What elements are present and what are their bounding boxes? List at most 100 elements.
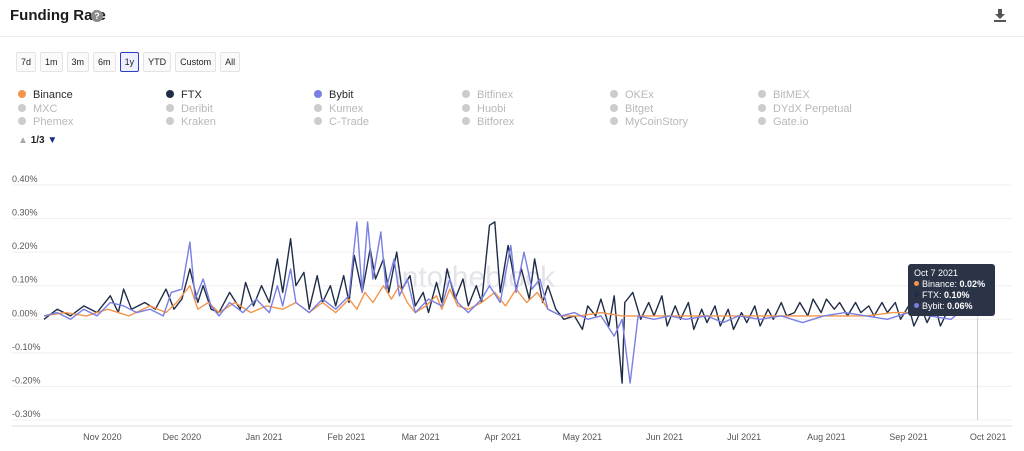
legend-dot-icon — [314, 103, 322, 112]
chart-header: Funding Rate ? — [0, 0, 1024, 37]
x-tick-label: Apr 2021 — [485, 432, 522, 442]
legend-item-phemex[interactable]: Phemex — [18, 116, 73, 129]
range-button-all[interactable]: All — [220, 52, 241, 72]
legend-label: FTX — [181, 89, 202, 101]
x-tick-label: Dec 2020 — [163, 432, 202, 442]
ftx-dot-icon — [914, 292, 919, 297]
legend-dot-icon — [166, 90, 174, 98]
x-tick-label: Mar 2021 — [402, 432, 440, 442]
legend-item-dydx-perpetual[interactable]: DYdX Perpetual — [758, 103, 852, 116]
y-tick-label: -0.30% — [12, 409, 41, 419]
y-tick-label: 0.10% — [12, 275, 38, 285]
legend-item-deribit[interactable]: Deribit — [166, 103, 213, 116]
legend-dot-icon — [758, 90, 766, 98]
legend-next-icon[interactable]: ▼ — [47, 135, 58, 146]
legend-label: C-Trade — [329, 116, 369, 128]
legend-label: Bitforex — [477, 116, 515, 128]
legend-label: BitMEX — [773, 89, 810, 101]
legend-label: MyCoinStory — [625, 116, 688, 128]
legend-dot-icon — [314, 90, 322, 98]
legend-label: Kumex — [329, 102, 364, 115]
legend-item-bitfinex[interactable]: Bitfinex — [462, 89, 513, 102]
tooltip-label: FTX: — [922, 290, 942, 300]
tooltip-row: Bybit: 0.06% — [914, 301, 989, 312]
x-tick-label: Jul 2021 — [727, 432, 761, 442]
legend-pager: ▲ 1/3 ▼ — [18, 135, 57, 146]
legend-dot-icon — [166, 103, 174, 112]
legend-item-okex[interactable]: OKEx — [610, 89, 654, 102]
legend-item-ftx[interactable]: FTX — [166, 89, 202, 102]
legend-item-binance[interactable]: Binance — [18, 89, 73, 102]
x-tick-label: Oct 2021 — [970, 432, 1007, 442]
legend-dot-icon — [18, 90, 26, 98]
bybit-dot-icon — [914, 303, 919, 308]
legend-dot-icon — [314, 117, 322, 125]
legend-label: Bitfinex — [477, 89, 514, 101]
legend-row: Phemex Kraken C-Trade Bitforex MyCoinStory Ga… — [18, 116, 1018, 130]
legend-page-indicator: 1/3 — [30, 135, 45, 146]
range-button-1m[interactable]: 1m — [40, 52, 63, 72]
legend-dot-icon — [462, 117, 470, 125]
range-button-3m[interactable]: 3m — [66, 52, 90, 72]
legend-label: Huobi — [477, 102, 506, 115]
tooltip-label: Binance: — [922, 279, 958, 289]
series-line-bybit — [43, 221, 978, 384]
legend-item-kraken[interactable]: Kraken — [166, 116, 216, 129]
legend-label: Bitget — [625, 102, 654, 115]
legend-item-c-trade[interactable]: C-Trade — [314, 116, 369, 129]
legend-row: Binance FTX Bybit Bitfinex OKEx BitMEX — [18, 89, 1018, 103]
legend-dot-icon — [166, 117, 174, 125]
page-title: Funding Rate — [10, 7, 106, 24]
legend-label: DYdX Perpetual — [773, 102, 852, 115]
tooltip-value: 0.02% — [959, 279, 986, 289]
tooltip-date: Oct 7 2021 — [914, 268, 959, 278]
tooltip-value: 0.06% — [947, 301, 973, 311]
range-button-1y[interactable]: 1y — [119, 52, 140, 72]
legend-item-bitforex[interactable]: Bitforex — [462, 116, 514, 129]
x-tick-label: Feb 2021 — [327, 432, 365, 442]
y-tick-label: -0.10% — [12, 342, 41, 352]
download-icon[interactable] — [992, 7, 1008, 23]
range-button-custom[interactable]: Custom — [175, 52, 217, 72]
range-button-ytd[interactable]: YTD — [143, 52, 172, 72]
range-button-6m[interactable]: 6m — [93, 52, 116, 72]
legend-dot-icon — [18, 103, 26, 112]
y-tick-label: 0.40% — [12, 174, 38, 184]
legend-dot-icon — [462, 90, 470, 98]
legend-dot-icon — [610, 117, 618, 125]
legend-label: MXC — [33, 102, 58, 115]
legend-label: Kraken — [181, 116, 216, 128]
legend-label: OKEx — [625, 89, 654, 101]
x-tick-label: Sep 2021 — [889, 432, 928, 442]
legend-label: Bybit — [329, 89, 354, 101]
y-tick-label: 0.30% — [12, 208, 38, 218]
legend-item-kumex[interactable]: Kumex — [314, 103, 363, 116]
legend-row: MXC Deribit Kumex Huobi Bitget DYdX Perpetual — [18, 103, 1018, 117]
x-tick-label: Aug 2021 — [807, 432, 846, 442]
legend-dot-icon — [758, 117, 766, 125]
legend-label: Phemex — [33, 116, 74, 128]
legend-item-mycoinstory[interactable]: MyCoinStory — [610, 116, 688, 129]
legend-item-huobi[interactable]: Huobi — [462, 103, 506, 116]
tooltip-row: Binance: 0.02% — [914, 279, 989, 290]
range-button-7d[interactable]: 7d — [16, 52, 37, 72]
legend-item-gate-io[interactable]: Gate.io — [758, 116, 808, 129]
legend-prev-icon[interactable]: ▲ — [18, 135, 28, 146]
legend-dot-icon — [610, 103, 618, 112]
chart-tooltip: Oct 7 2021 Binance: 0.02% FTX: 0.10% Byb… — [908, 264, 995, 316]
tooltip-row: FTX: 0.10% — [914, 290, 989, 301]
legend-dot-icon — [758, 103, 766, 112]
time-range-selector: 7d 1m 3m 6m 1y YTD Custom All — [16, 52, 241, 72]
legend-item-bitmex[interactable]: BitMEX — [758, 89, 810, 102]
legend-label: Binance — [33, 89, 73, 101]
legend-item-mxc[interactable]: MXC — [18, 103, 57, 116]
y-tick-label: 0.20% — [12, 241, 38, 251]
tooltip-value: 0.10% — [944, 290, 970, 300]
y-tick-label: -0.20% — [12, 375, 41, 385]
help-icon[interactable]: ? — [91, 10, 103, 22]
legend-dot-icon — [610, 90, 618, 98]
x-tick-label: Jan 2021 — [246, 432, 283, 442]
legend-item-bybit[interactable]: Bybit — [314, 89, 353, 102]
legend-item-bitget[interactable]: Bitget — [610, 103, 653, 116]
